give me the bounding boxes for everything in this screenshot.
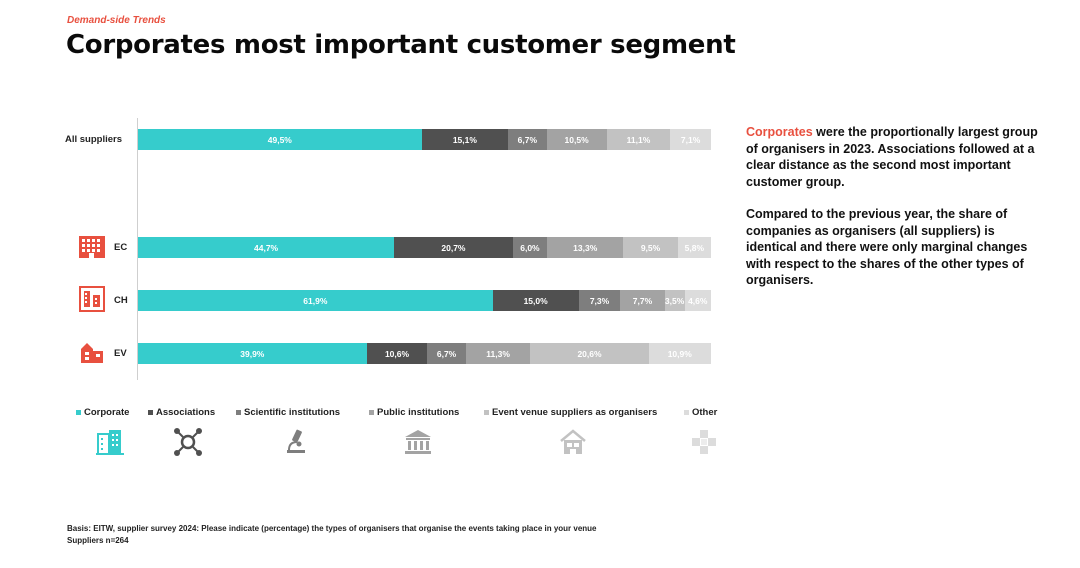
associations-network-icon: [174, 428, 202, 456]
data-label: 7,3%: [589, 295, 610, 306]
legend-label: Associations: [156, 407, 216, 418]
bar-segment-corporate: 44,7%: [138, 237, 395, 258]
data-label: 7,1%: [680, 134, 701, 145]
bar-segment-scientific-institutions: 7,3%: [578, 290, 621, 311]
data-label: 20,7%: [441, 242, 466, 253]
row-label-ev: EV: [114, 348, 127, 359]
venue-house-icon: [560, 429, 586, 454]
row-label-all-suppliers: All suppliers: [65, 134, 123, 145]
legend-swatch-scientific: [236, 410, 241, 415]
bar-segment-corporate: 49,5%: [138, 129, 422, 150]
data-label: 5,8%: [684, 242, 705, 253]
data-label: 49,5%: [267, 134, 292, 145]
data-label: 9,5%: [640, 242, 661, 253]
legend-swatch-associations: [148, 410, 153, 415]
bar-segment-scientific-institutions: 6,7%: [508, 129, 547, 150]
bar-segment-other: 10,9%: [648, 343, 711, 364]
legend-item-corporate: Corporate: [76, 407, 148, 418]
bar-segment-associations: 15,0%: [492, 290, 579, 311]
page-title: Corporates most important customer segme…: [66, 30, 736, 60]
ev-venue-icon: [81, 343, 103, 363]
section-kicker: Demand-side Trends: [67, 15, 166, 26]
basis-note: Basis: EITW, supplier survey 2024: Pleas…: [67, 523, 597, 547]
bar-segment-other: 7,1%: [670, 129, 711, 150]
bar-row-all-suppliers: 49,5% 15,1% 6,7% 10,5% 11,1% 7,1%: [138, 129, 711, 150]
bar-segment-public-institutions: 11,3%: [465, 343, 531, 364]
data-label: 61,9%: [303, 295, 328, 306]
microscope-icon: [287, 429, 305, 453]
bar-segment-associations: 10,6%: [366, 343, 428, 364]
data-label: 7,7%: [632, 295, 653, 306]
data-label: 3,5%: [664, 295, 685, 306]
commentary-paragraph-1: Corporates were the proportionally large…: [746, 124, 1046, 190]
legend-item-public: Public institutions: [369, 407, 484, 418]
row-label-ec: EC: [114, 242, 128, 253]
chart-legend: Corporate Associations Scientific instit…: [76, 407, 736, 418]
ec-building-icon: [79, 236, 105, 258]
data-label: 15,0%: [523, 295, 548, 306]
data-label: 6,0%: [520, 242, 540, 253]
bar-row-ch: 61,9% 15,0% 7,3% 7,7% 3,5% 4,6%: [138, 290, 711, 311]
commentary: Corporates were the proportionally large…: [746, 124, 1046, 305]
bar-segment-event-venue-suppliers-as-organisers: 9,5%: [623, 237, 678, 258]
chart-axis: [137, 118, 138, 380]
bar-segment-event-venue-suppliers-as-organisers: 11,1%: [606, 129, 671, 150]
bar-segment-public-institutions: 10,5%: [546, 129, 607, 150]
commentary-highlight: Corporates: [746, 125, 813, 139]
bar-segment-public-institutions: 7,7%: [620, 290, 665, 311]
data-label: 11,3%: [486, 348, 510, 359]
bar-row-ev: 39,9% 10,6% 6,7% 11,3% 20,6% 10,9%: [138, 343, 711, 364]
bar-segment-event-venue-suppliers-as-organisers: 20,6%: [530, 343, 649, 364]
public-institution-icon: [405, 430, 431, 454]
row-label-ch: CH: [114, 295, 128, 306]
legend-label: Public institutions: [377, 407, 460, 418]
legend-label: Corporate: [84, 407, 130, 418]
data-label: 44,7%: [254, 242, 279, 253]
data-label: 11,1%: [626, 134, 651, 145]
commentary-paragraph-2: Compared to the previous year, the share…: [746, 207, 1028, 287]
bar-segment-scientific-institutions: 6,7%: [427, 343, 466, 364]
data-label: 4,6%: [688, 295, 708, 306]
bar-segment-other: 4,6%: [684, 290, 711, 311]
data-label: 10,9%: [667, 348, 692, 359]
data-label: 39,9%: [240, 348, 265, 359]
bar-segment-corporate: 61,9%: [138, 290, 493, 311]
bar-segment-event-venue-suppliers-as-organisers: 3,5%: [664, 290, 685, 311]
sample-size: Suppliers n=264: [67, 536, 129, 545]
data-label: 15,1%: [452, 134, 477, 145]
bar-segment-scientific-institutions: 6,0%: [512, 237, 548, 258]
legend-swatch-event-venue: [484, 410, 489, 415]
bar-row-ec: 44,7% 20,7% 6,0% 13,3% 9,5% 5,8%: [138, 237, 711, 258]
other-puzzle-icon: [692, 430, 716, 454]
data-label: 6,7%: [436, 348, 457, 359]
data-label: 10,6%: [384, 348, 410, 359]
data-label: 10,5%: [564, 134, 589, 145]
legend-swatch-corporate: [76, 410, 81, 415]
legend-item-scientific: Scientific institutions: [236, 407, 369, 418]
commentary-text: were the proportionally largest group of…: [746, 125, 1038, 189]
ch-building-icon: [79, 286, 105, 312]
bar-segment-public-institutions: 13,3%: [547, 237, 624, 258]
legend-item-other: Other: [684, 407, 717, 418]
bar-segment-associations: 15,1%: [421, 129, 509, 150]
data-label: 20,6%: [577, 348, 602, 359]
bar-segment-other: 5,8%: [677, 237, 711, 258]
legend-label: Event venue suppliers as organisers: [492, 407, 658, 418]
legend-item-associations: Associations: [148, 407, 236, 418]
bar-segment-associations: 20,7%: [394, 237, 513, 258]
legend-swatch-public: [369, 410, 374, 415]
data-label: 13,3%: [573, 242, 598, 253]
data-label: 6,7%: [517, 134, 538, 145]
bar-segment-corporate: 39,9%: [138, 343, 367, 364]
legend-label: Other: [692, 407, 718, 418]
legend-item-event-venue: Event venue suppliers as organisers: [484, 407, 684, 418]
basis-line: Basis: EITW, supplier survey 2024: Pleas…: [67, 524, 597, 533]
legend-label: Scientific institutions: [244, 407, 341, 418]
corporate-building-icon: [96, 430, 124, 455]
legend-swatch-other: [684, 410, 689, 415]
